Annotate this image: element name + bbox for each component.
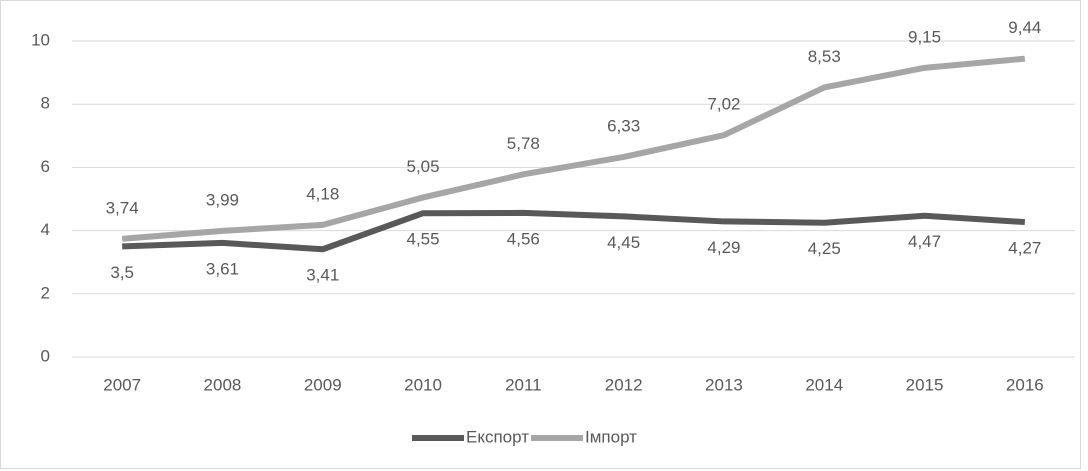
data-label: 4,56 xyxy=(507,229,540,248)
data-label: 3,99 xyxy=(206,190,239,209)
x-tick-label: 2008 xyxy=(204,375,242,394)
data-label: 8,53 xyxy=(808,47,841,66)
data-label: 4,18 xyxy=(306,184,339,203)
x-tick-label: 2016 xyxy=(1006,375,1044,394)
y-tick-label: 0 xyxy=(41,346,50,365)
y-tick-label: 8 xyxy=(41,94,50,113)
x-tick-label: 2011 xyxy=(505,375,542,394)
series-line xyxy=(121,55,1026,242)
data-label: 3,41 xyxy=(306,266,339,285)
series-line xyxy=(122,209,1026,253)
legend-label: Експорт xyxy=(466,427,529,446)
data-label: 9,44 xyxy=(1008,18,1041,37)
x-tick-label: 2012 xyxy=(605,375,643,394)
legend-label: Імпорт xyxy=(585,427,637,446)
data-label: 4,47 xyxy=(908,232,941,251)
data-label: 3,5 xyxy=(110,263,134,282)
data-label: 4,45 xyxy=(607,233,640,252)
y-tick-label: 6 xyxy=(41,157,50,176)
data-label: 4,29 xyxy=(707,238,740,257)
data-label: 4,55 xyxy=(407,230,440,249)
data-label: 6,33 xyxy=(607,116,640,135)
x-tick-label: 2007 xyxy=(103,375,141,394)
y-tick-label: 4 xyxy=(41,220,50,239)
x-tick-label: 2010 xyxy=(404,375,442,394)
x-tick-label: 2015 xyxy=(906,375,944,394)
data-label: 4,27 xyxy=(1008,239,1041,258)
data-label: 5,78 xyxy=(507,134,540,153)
y-tick-label: 2 xyxy=(41,283,50,302)
x-tick-label: 2014 xyxy=(805,375,843,394)
data-label: 5,05 xyxy=(407,157,440,176)
y-tick-label: 10 xyxy=(31,30,50,49)
data-label: 9,15 xyxy=(908,27,941,46)
data-label: 4,25 xyxy=(808,239,841,258)
data-label: 7,02 xyxy=(707,95,740,114)
x-tick-label: 2009 xyxy=(304,375,342,394)
data-label: 3,61 xyxy=(206,259,239,278)
data-label: 3,74 xyxy=(106,198,139,217)
x-tick-label: 2013 xyxy=(705,375,743,394)
